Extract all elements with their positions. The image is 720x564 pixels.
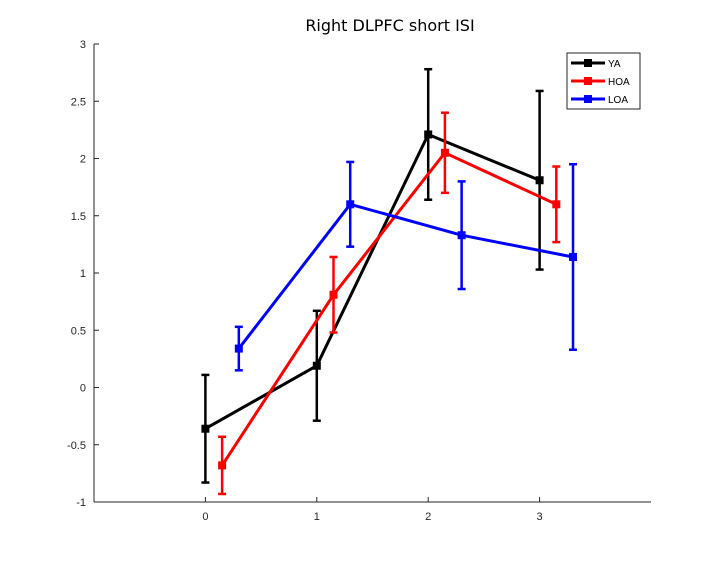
- data-point-ya: [535, 176, 544, 185]
- legend-marker-ya: [584, 59, 592, 67]
- series-hoa: [218, 111, 561, 496]
- data-point-ya: [424, 130, 433, 139]
- data-point-loa: [569, 252, 578, 261]
- series-line-ya: [204, 133, 541, 431]
- series-layer: [201, 67, 578, 496]
- data-point-loa: [234, 344, 243, 353]
- y-tick-label: 1.5: [71, 211, 86, 223]
- data-point-hoa: [440, 148, 449, 157]
- series-loa: [234, 160, 578, 372]
- x-tick-label: 3: [537, 511, 543, 523]
- data-point-hoa: [552, 200, 561, 209]
- x-tick-label: 2: [425, 511, 431, 523]
- y-tick-label: -1: [76, 497, 86, 509]
- data-point-ya: [201, 424, 210, 433]
- data-point-ya: [312, 361, 321, 370]
- axes: -1 -0.5 0 0.5 1 1.5 2 2.5 3 0 1 2 3: [67, 39, 651, 523]
- data-point-loa: [457, 231, 466, 240]
- data-point-loa: [346, 200, 355, 209]
- y-tick-label: 0: [80, 383, 86, 395]
- series-line-hoa: [220, 151, 557, 467]
- x-tick-label: 0: [202, 511, 208, 523]
- data-point-hoa: [218, 461, 227, 470]
- series-ya: [201, 67, 544, 484]
- y-tick-label: 0.5: [71, 325, 86, 337]
- legend-marker-hoa: [584, 77, 592, 85]
- legend-label-loa: LOA: [608, 95, 628, 106]
- data-point-hoa: [329, 290, 338, 299]
- y-tick-label: 1: [80, 268, 86, 280]
- y-tick-label: 2.5: [71, 96, 86, 108]
- y-tick-label: 2: [80, 154, 86, 166]
- y-tick-label: -0.5: [67, 440, 86, 452]
- plot-area: [94, 44, 651, 502]
- x-tick-label: 1: [314, 511, 320, 523]
- y-tick-label: 3: [80, 39, 86, 51]
- series-line-loa: [237, 202, 574, 350]
- legend-label-hoa: HOA: [608, 77, 630, 88]
- legend-marker-loa: [584, 95, 592, 103]
- chart-title: Right DLPFC short ISI: [305, 16, 474, 35]
- legend-label-ya: YA: [608, 59, 621, 70]
- legend: YA HOA LOA: [566, 52, 641, 110]
